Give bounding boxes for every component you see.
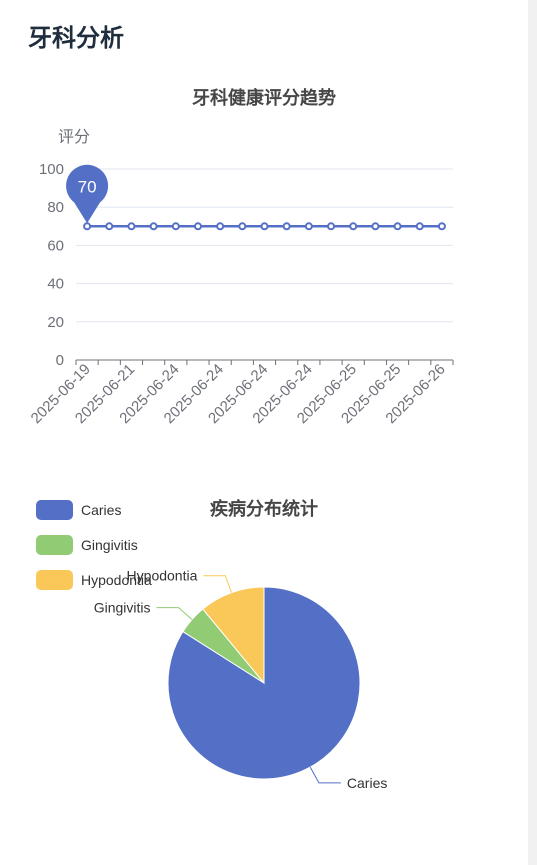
data-point[interactable] [105,222,114,231]
page-scrollbar[interactable] [528,0,537,865]
legend-item-gingivitis[interactable]: Gingivitis [81,537,138,553]
data-point[interactable] [327,222,336,231]
legend-swatch[interactable] [36,535,73,555]
data-point[interactable] [415,222,424,231]
pie-label-gingivitis: Gingivitis [94,600,151,616]
data-point[interactable] [371,222,380,231]
legend-item-caries[interactable]: Caries [81,502,121,518]
data-point[interactable] [171,222,180,231]
pie-label-line [309,766,341,784]
line-chart-title: 牙科健康评分趋势 [192,87,336,109]
data-point[interactable] [127,222,136,231]
pie-label-hypodontia: Hypodontia [127,568,198,584]
markpoint-pin [66,164,109,224]
data-point[interactable] [238,222,247,231]
data-point[interactable] [149,222,158,231]
legend-item-hypodontia[interactable]: Hypodontia [81,572,152,588]
data-point[interactable] [349,222,358,231]
markpoint-label: 70 [78,177,97,196]
data-point[interactable] [193,222,202,231]
data-point[interactable] [282,222,291,231]
data-point[interactable] [393,222,402,231]
y-tick-label: 60 [47,237,64,254]
y-tick-label: 20 [47,314,64,331]
y-tick-label: 40 [47,276,64,293]
data-point[interactable] [304,222,313,231]
y-axis-label: 评分 [58,128,90,146]
data-point[interactable] [216,222,225,231]
pie-chart-title: 疾病分布统计 [210,498,318,520]
pie-label-caries: Caries [347,775,387,791]
legend-swatch[interactable] [36,500,73,520]
pie-label-line [203,575,232,593]
y-tick-label: 100 [39,161,64,178]
page-title: 牙科分析 [28,24,124,52]
data-point[interactable] [260,222,269,231]
y-tick-label: 0 [56,352,64,369]
pie-label-line [156,607,193,620]
y-tick-label: 80 [47,199,64,216]
legend-swatch[interactable] [36,570,73,590]
pie-slice-hypodontia[interactable] [202,586,265,685]
data-point[interactable] [437,222,446,231]
